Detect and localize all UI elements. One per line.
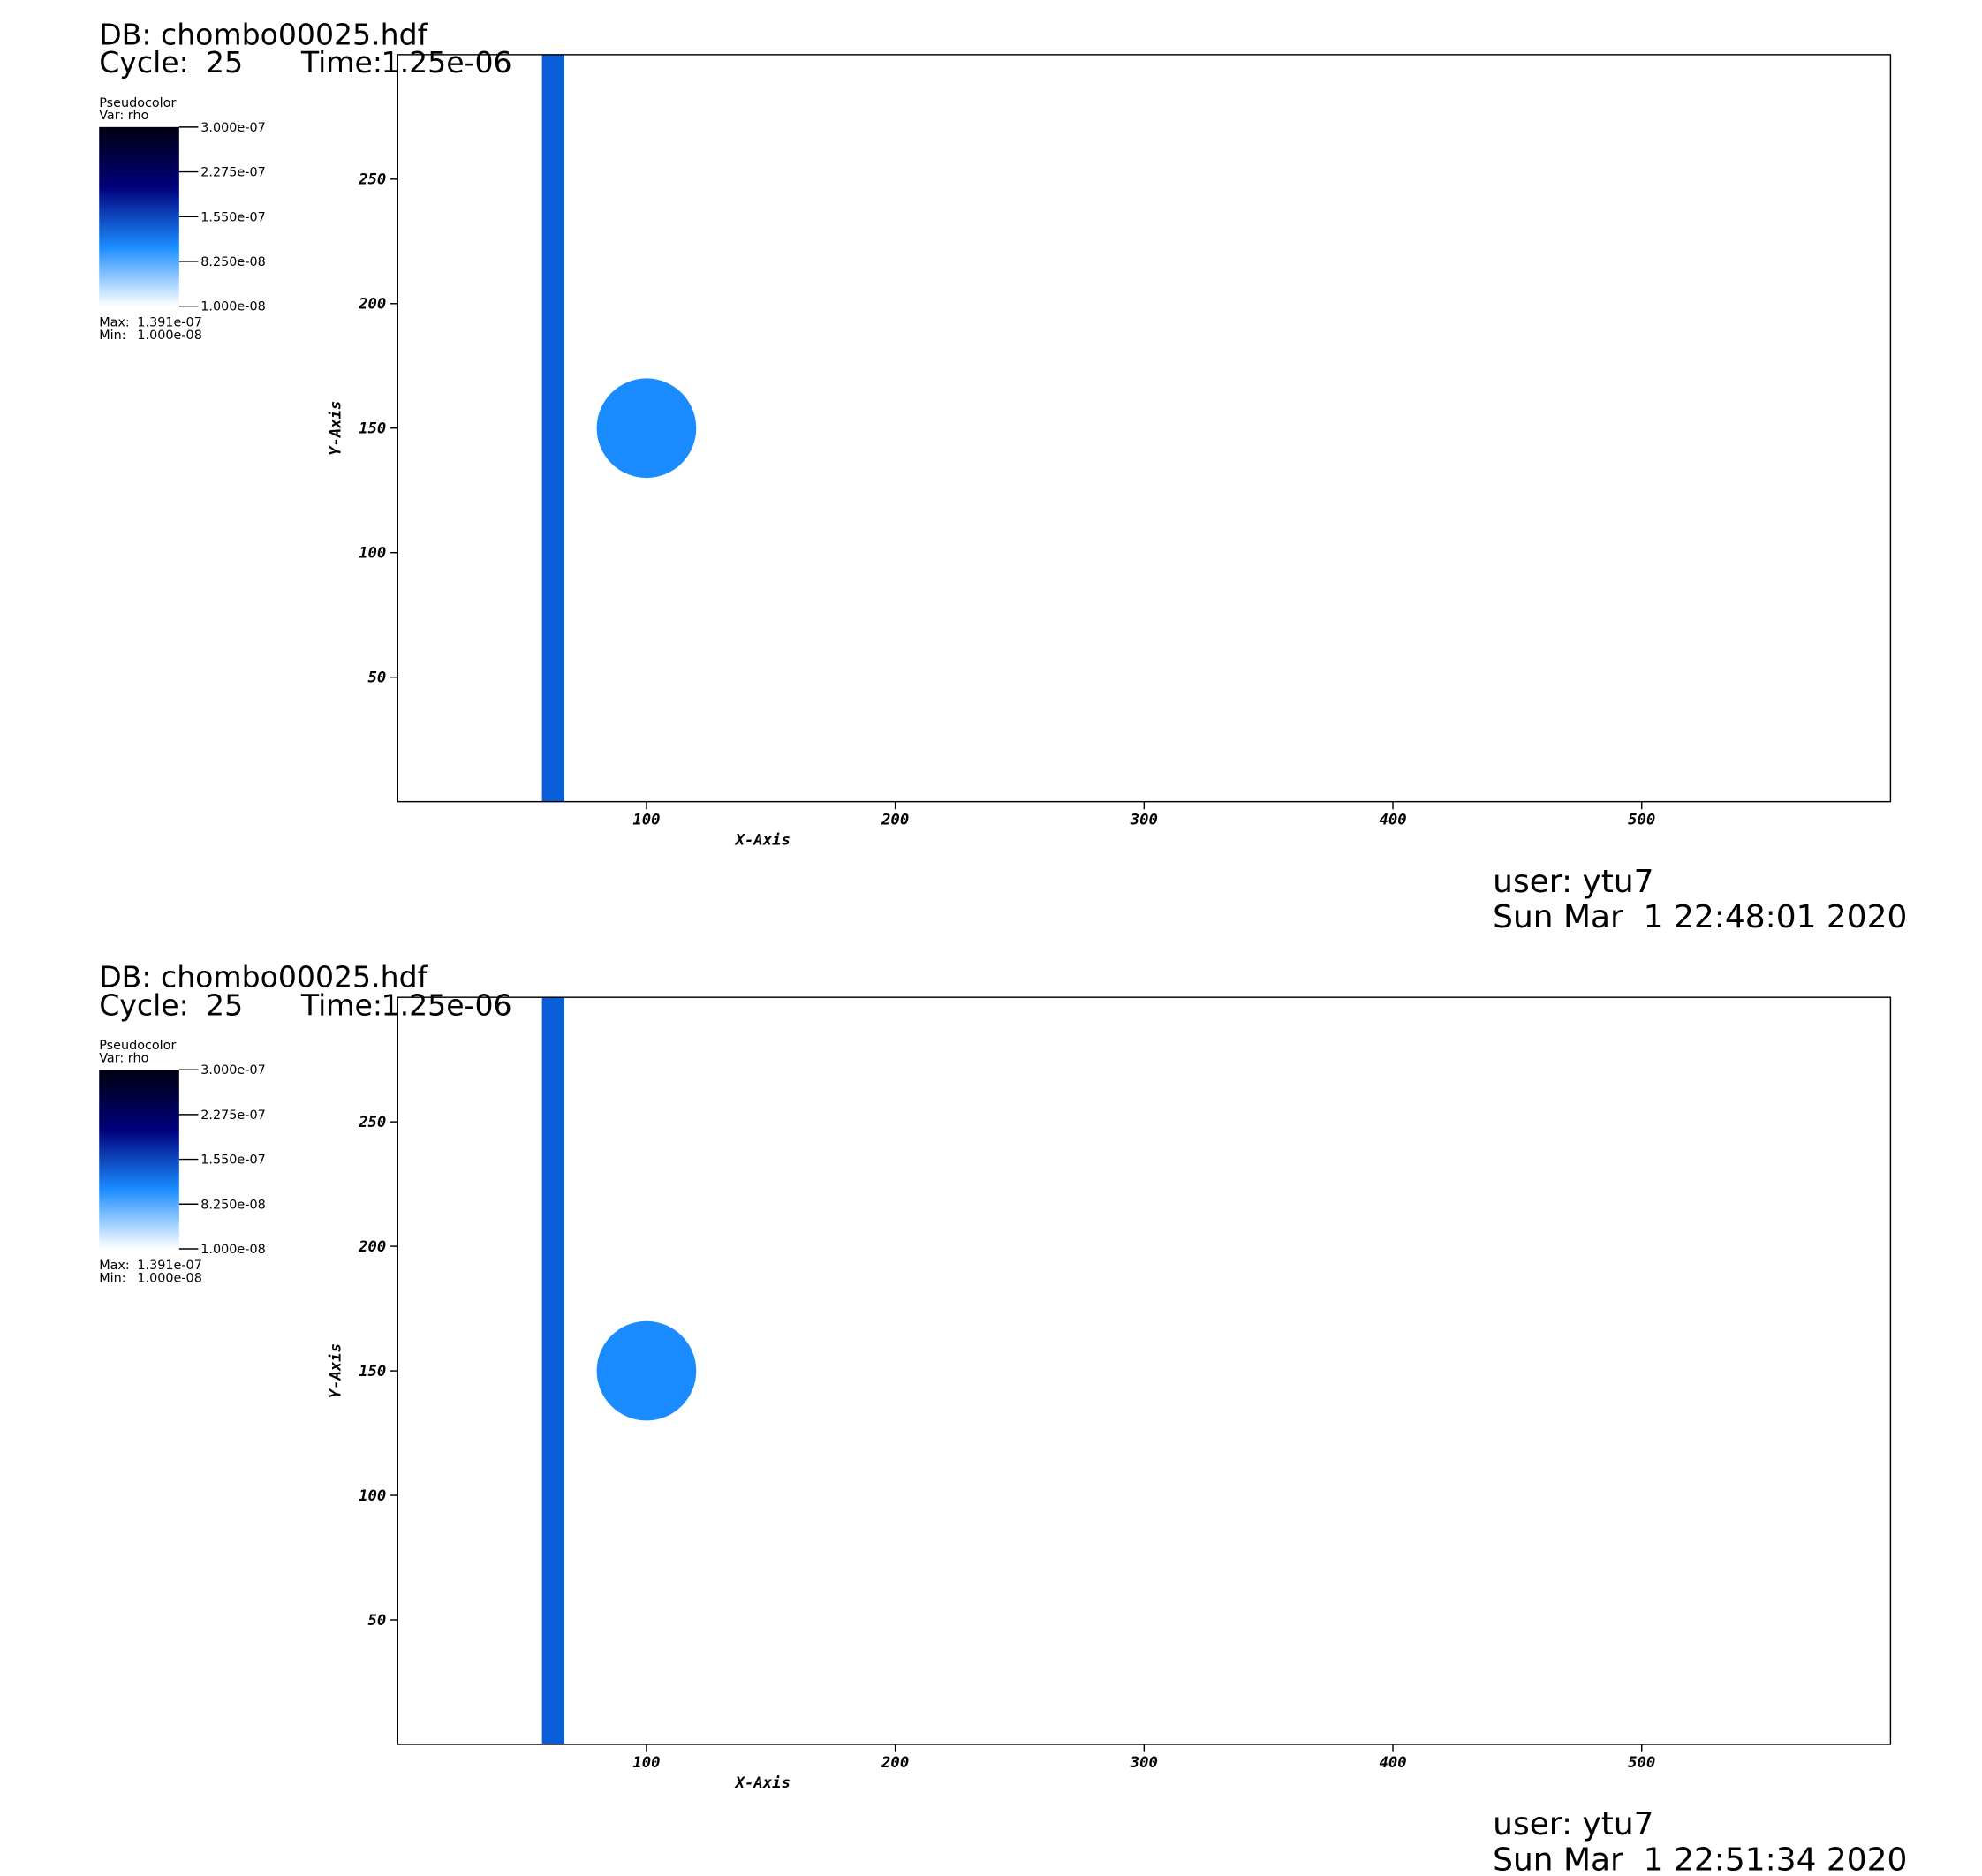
date: Sun Mar 1 22:48:01 2020: [1493, 899, 1907, 935]
colorbar-tick-label: 1.550e-07: [200, 1154, 265, 1168]
user: user: ytu7: [1493, 864, 1653, 900]
x-tick-label: 300: [1130, 812, 1158, 829]
min-value: 1.000e-08: [137, 329, 201, 343]
legend-var: Var: rho: [99, 109, 148, 123]
y-tick-label: 50: [368, 669, 387, 686]
colorbar-tick-label: 8.250e-08: [200, 1198, 265, 1212]
colorbar-tick-label: 2.275e-07: [200, 1108, 265, 1123]
x-tick-label: 200: [881, 812, 909, 829]
colorbar-tick-label: 1.000e-08: [200, 300, 265, 314]
y-axis-label: Y-Axis: [328, 1343, 345, 1398]
x-tick-label: 100: [632, 1754, 660, 1772]
colorbar-tick-label: 2.275e-07: [200, 166, 265, 180]
colorbar-tick-label: 3.000e-07: [200, 121, 265, 135]
colorbar-tick-label: 8.250e-08: [200, 255, 265, 269]
min-label: Min:: [99, 329, 125, 343]
time-label: Time:: [300, 987, 382, 1022]
colorbar-tick-label: 1.000e-08: [200, 1243, 265, 1257]
y-tick-label: 250: [358, 171, 386, 189]
y-tick-label: 150: [359, 1363, 386, 1381]
x-tick-label: 500: [1628, 812, 1655, 829]
max-value: 1.391e-07: [137, 1259, 201, 1273]
x-axis-label: X-Axis: [734, 832, 791, 850]
circle-region: [596, 1320, 697, 1421]
y-tick-label: 150: [359, 420, 386, 438]
colorbar: [99, 1070, 179, 1249]
min-label: Min:: [99, 1271, 125, 1285]
max-label: Max:: [99, 1259, 130, 1273]
colorbar-tick-label: 1.550e-07: [200, 210, 265, 224]
cycle: 25: [206, 987, 243, 1022]
y-tick-label: 250: [358, 1114, 386, 1131]
y-axis-label: Y-Axis: [328, 401, 345, 456]
time-label: Time:: [300, 45, 382, 79]
y-tick-label: 50: [368, 1612, 387, 1630]
band: [541, 54, 564, 802]
db-name: DB: chombo00025.hdf: [99, 17, 428, 51]
x-axis-label: X-Axis: [734, 1774, 791, 1792]
time: 1.25e-06: [382, 987, 512, 1022]
x-tick-label: 200: [881, 1754, 909, 1772]
cycle: 25: [206, 45, 243, 79]
time: 1.25e-06: [382, 45, 512, 79]
circle-region: [596, 378, 697, 479]
x-tick-label: 300: [1130, 1754, 1158, 1772]
max-value: 1.391e-07: [137, 316, 201, 330]
max-label: Max:: [99, 316, 130, 330]
cycle-label: Cycle:: [99, 45, 189, 79]
legend-title: Pseudocolor: [99, 96, 176, 110]
y-tick-label: 200: [358, 296, 386, 314]
min-value: 1.000e-08: [137, 1271, 201, 1285]
colorbar: [99, 126, 179, 306]
user: user: ytu7: [1493, 1806, 1653, 1842]
legend-var: Var: rho: [99, 1052, 148, 1066]
y-tick-label: 100: [359, 544, 386, 562]
x-tick-label: 400: [1379, 812, 1406, 829]
legend-title: Pseudocolor: [99, 1039, 176, 1053]
date: Sun Mar 1 22:51:34 2020: [1493, 1842, 1907, 1876]
band: [541, 997, 564, 1744]
y-tick-label: 200: [358, 1238, 386, 1256]
x-tick-label: 400: [1379, 1754, 1406, 1772]
db-name: DB: chombo00025.hdf: [99, 960, 428, 995]
x-tick-label: 500: [1628, 1754, 1655, 1772]
x-tick-label: 100: [632, 812, 660, 829]
cycle-label: Cycle:: [99, 987, 189, 1022]
colorbar-tick-label: 3.000e-07: [200, 1063, 265, 1078]
y-tick-label: 100: [359, 1487, 386, 1505]
